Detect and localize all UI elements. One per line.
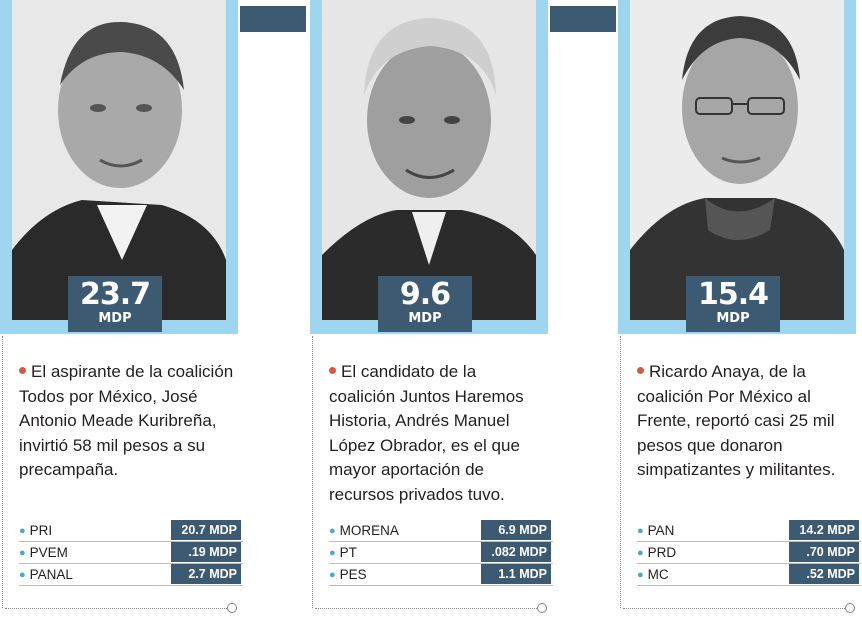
description-text: El candidato de la coalición Juntos Hare… (329, 362, 524, 504)
bullet-dot (637, 367, 644, 375)
table-row: ● PT .082 MDP (329, 542, 553, 564)
party-name: PRI (29, 523, 53, 538)
table-row: ● PAN 14.2 MDP (637, 520, 861, 542)
divider (623, 608, 845, 609)
card-body: El candidato de la coalición Juntos Hare… (312, 336, 553, 613)
amount-value: 23.7 (79, 277, 151, 312)
table-row: ● PRI 20.7 MDP (19, 520, 243, 542)
party-amount: 1.1 MDP (481, 564, 551, 584)
header-tab (550, 6, 616, 32)
amount-badge: 23.7 MDP (68, 276, 162, 332)
party-table: ● PRI 20.7 MDP ● PVEM .19 MDP ● PANAL 2.7 MDP (19, 520, 243, 586)
end-circle-icon (537, 603, 547, 613)
candidate-description: El candidato de la coalición Juntos Hare… (329, 360, 544, 507)
header-tab (240, 6, 306, 32)
candidate-description: Ricardo Anaya, de la coalición Por Méxic… (637, 360, 852, 483)
table-row: ● PRD .70 MDP (637, 542, 861, 564)
candidate-photo-meade (12, 0, 226, 320)
bullet-dot (19, 367, 26, 375)
bullet-dot (329, 367, 336, 375)
party-amount: .19 MDP (171, 542, 241, 562)
divider (315, 608, 537, 609)
party-name: PT (339, 545, 357, 560)
party-amount: 20.7 MDP (171, 520, 241, 540)
party-amount: 14.2 MDP (789, 520, 859, 540)
party-name: PANAL (29, 567, 73, 582)
card-body: El aspirante de la coalición Todos por M… (2, 336, 243, 613)
party-table: ● MORENA 6.9 MDP ● PT .082 MDP ● PES 1.1 MDP (329, 520, 553, 586)
end-circle-icon (845, 603, 855, 613)
candidate-card-anaya: 15.4 MDP Ricardo Anaya, de la coalición … (618, 0, 861, 626)
party-amount: .082 MDP (481, 542, 551, 562)
party-amount: .52 MDP (789, 564, 859, 584)
party-amount: 2.7 MDP (171, 564, 241, 584)
amount-value: 9.6 (399, 277, 451, 312)
party-table: ● PAN 14.2 MDP ● PRD .70 MDP ● MC .52 MDP (637, 520, 861, 586)
table-row: ● MORENA 6.9 MDP (329, 520, 553, 542)
amount-unit: MDP (408, 311, 442, 326)
party-name: PES (339, 567, 367, 582)
amount-unit: MDP (98, 311, 132, 326)
divider (5, 608, 227, 609)
party-name: MC (647, 567, 669, 582)
end-circle-icon (227, 603, 237, 613)
table-row: ● PVEM .19 MDP (19, 542, 243, 564)
description-text: El aspirante de la coalición Todos por M… (19, 362, 234, 479)
table-row: ● PANAL 2.7 MDP (19, 564, 243, 586)
amount-unit: MDP (716, 311, 750, 326)
amount-badge: 15.4 MDP (686, 276, 780, 332)
candidate-photo-lopez-obrador (322, 0, 536, 320)
party-name: PRD (647, 545, 677, 560)
party-name: PAN (647, 523, 675, 538)
candidate-card-lopez-obrador: 9.6 MDP El candidato de la coalición Jun… (310, 0, 616, 626)
party-amount: 6.9 MDP (481, 520, 551, 540)
amount-badge: 9.6 MDP (378, 276, 472, 332)
candidate-card-meade: 23.7 MDP El aspirante de la coalición To… (0, 0, 306, 626)
description-text: Ricardo Anaya, de la coalición Por Méxic… (637, 362, 836, 479)
table-row: ● MC .52 MDP (637, 564, 861, 586)
table-row: ● PES 1.1 MDP (329, 564, 553, 586)
candidate-description: El aspirante de la coalición Todos por M… (19, 360, 234, 483)
card-body: Ricardo Anaya, de la coalición Por Méxic… (620, 336, 861, 613)
party-amount: .70 MDP (789, 542, 859, 562)
candidate-photo-anaya (630, 0, 844, 320)
amount-value: 15.4 (697, 277, 769, 312)
party-name: MORENA (339, 523, 399, 538)
party-name: PVEM (29, 545, 68, 560)
